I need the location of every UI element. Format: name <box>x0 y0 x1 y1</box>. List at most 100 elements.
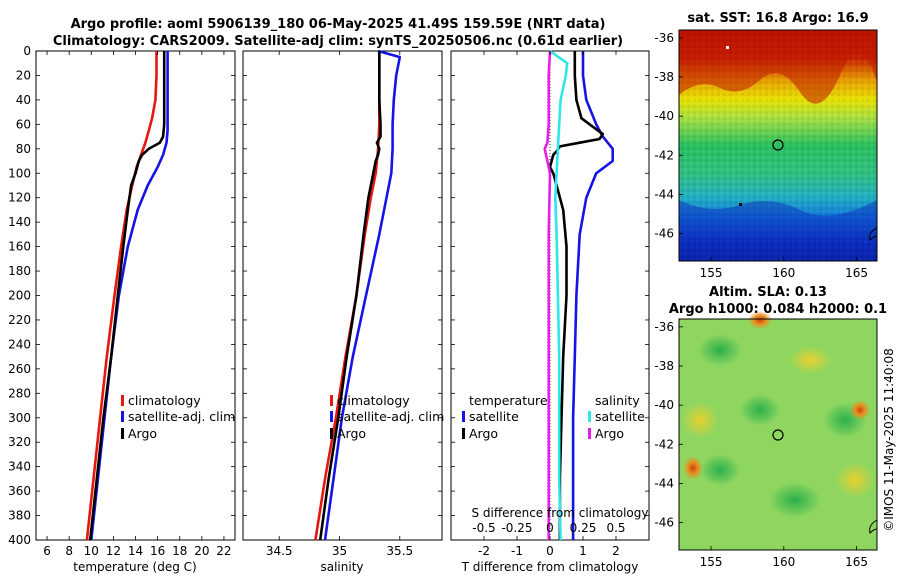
x-tick-label: 35 <box>332 544 347 558</box>
depth-tick-label: 280 <box>8 386 31 400</box>
sst-cold-region <box>679 200 877 261</box>
series-line-s-satellite <box>549 49 569 541</box>
sla-map-title2: Argo h1000: 0.084 h2000: 0.1 <box>669 302 887 317</box>
legend-label-climatology: climatology <box>337 393 410 408</box>
sst-marker <box>726 46 729 49</box>
x-tick-label: 10 <box>84 544 99 558</box>
sla-blob <box>850 400 870 420</box>
legend-title-salinity: salinity <box>595 393 640 408</box>
series-line-argo <box>318 51 382 541</box>
legend-swatch-t-satellite <box>462 411 465 422</box>
map-x-tick-label: 160 <box>772 266 795 280</box>
sla-blob <box>683 456 703 480</box>
sla-blob <box>682 402 718 438</box>
legend-swatch-s-argo <box>588 428 591 439</box>
sst-map-axes: 155 160 165 -36 -38 -40 -42 -44 -46 <box>654 31 868 280</box>
depth-tick-label: 180 <box>8 264 31 278</box>
x-tick-label: 0.25 <box>570 521 597 535</box>
legend-swatch-argo <box>121 428 124 439</box>
legend-swatch-t-argo <box>462 428 465 439</box>
map-x-tick-label: 155 <box>700 555 723 569</box>
map-x-tick-label: 155 <box>700 266 723 280</box>
sla-blob <box>740 394 780 426</box>
legend-label-satellite: satellite-adj. clim <box>337 409 444 424</box>
x-tick-label: 12 <box>106 544 121 558</box>
argo-location-marker <box>772 139 784 151</box>
legend-label-t-satellite: satellite <box>469 409 519 424</box>
difference-series <box>543 49 615 541</box>
temperature-xticks: 6 8 10 12 14 16 18 20 22 <box>43 51 232 558</box>
map-y-tick-label: -42 <box>654 148 674 162</box>
depth-tick-label: 240 <box>8 337 31 351</box>
salinity-xlabel: salinity <box>320 560 363 574</box>
x-tick-label: -2 <box>478 544 490 558</box>
salinity-xticks: 34.5 35 35.5 <box>266 51 413 558</box>
x-tick-label: 18 <box>172 544 187 558</box>
series-line-argo <box>88 51 166 541</box>
series-line-t-argo <box>548 51 605 540</box>
legend-label-climatology: climatology <box>128 393 201 408</box>
x-tick-label: -1 <box>511 544 523 558</box>
salinity-legend: climatology satellite-adj. clim Argo <box>330 393 444 441</box>
legend-swatch-argo <box>330 428 333 439</box>
sdiff-xlabel: S difference from climatology <box>472 506 649 520</box>
temperature-xlabel: temperature (deg C) <box>73 560 196 574</box>
map-x-tick-label: 165 <box>845 266 868 280</box>
depth-tick-label: 320 <box>8 435 31 449</box>
x-tick-label: -0.25 <box>501 521 532 535</box>
legend-label-s-satellite: satellite <box>595 409 645 424</box>
sla-map-title1: Altim. SLA: 0.13 <box>709 285 827 300</box>
sla-map-frame <box>678 318 878 551</box>
legend-swatch-s-satellite <box>588 411 591 422</box>
sla-map <box>678 311 878 551</box>
x-tick-label: 1 <box>579 544 587 558</box>
map-y-tick-label: -44 <box>654 187 674 201</box>
depth-tick-label: 0 <box>23 44 31 58</box>
x-tick-label: 22 <box>216 544 231 558</box>
legend-label-s-argo: Argo <box>595 426 624 441</box>
panel-temperature <box>35 50 236 541</box>
sla-blob <box>788 346 832 374</box>
depth-tick-label: 300 <box>8 411 31 425</box>
depth-tick-label: 100 <box>8 166 31 180</box>
depth-tick-label: 40 <box>16 93 31 107</box>
map-y-tick-label: -44 <box>654 476 674 490</box>
x-tick-label: 0.5 <box>606 521 625 535</box>
sla-blob <box>698 334 742 366</box>
depth-tick-label: 220 <box>8 313 31 327</box>
depth-tick-label: 260 <box>8 362 31 376</box>
x-tick-label: 35.5 <box>386 544 413 558</box>
legend-swatch-climatology <box>121 395 124 406</box>
depth-tick-label: 200 <box>8 289 31 303</box>
difference-s-xticks: -0.5 -0.25 0 0.25 0.5 <box>472 521 625 535</box>
depth-tick-label: 120 <box>8 191 31 205</box>
sla-blob <box>769 482 821 518</box>
legend-title-temperature: temperature <box>469 393 548 408</box>
chart-title-line2: Climatology: CARS2009. Satellite-adj cli… <box>53 34 623 49</box>
legend-label-argo: Argo <box>337 426 366 441</box>
sla-blob <box>835 462 875 498</box>
depth-tick-label: 160 <box>8 240 31 254</box>
depth-tick-label: 140 <box>8 215 31 229</box>
depth-tick-label: 360 <box>8 484 31 498</box>
coastline <box>869 227 878 241</box>
depth-tick-label: 380 <box>8 509 31 523</box>
depth-tick-label: 400 <box>8 533 31 547</box>
legend-swatch-climatology <box>330 395 333 406</box>
map-y-tick-label: -40 <box>654 109 674 123</box>
x-tick-label: 34.5 <box>266 544 293 558</box>
map-x-tick-label: 160 <box>772 555 795 569</box>
series-line-satellite-adj-clim <box>323 49 402 541</box>
map-y-tick-label: -46 <box>654 227 674 241</box>
legend-swatch-satellite <box>330 411 333 422</box>
sst-marker <box>739 203 742 206</box>
difference-legend: temperature satellite Argo salinity sate… <box>462 393 645 441</box>
x-tick-label: 8 <box>65 544 73 558</box>
x-tick-label: -0.5 <box>472 521 495 535</box>
sst-map-title: sat. SST: 16.8 Argo: 16.9 <box>687 11 868 26</box>
depth-tick-label: 60 <box>16 117 31 131</box>
map-y-tick-label: -38 <box>654 70 674 84</box>
depth-axis: 0 20 40 60 80 100 120 140 160 180 200 220 240 260 280 3… <box>8 44 649 547</box>
timestamp: ©IMOS 11-May-2025 11:40:08 <box>882 348 896 532</box>
legend-swatch-satellite <box>121 411 124 422</box>
